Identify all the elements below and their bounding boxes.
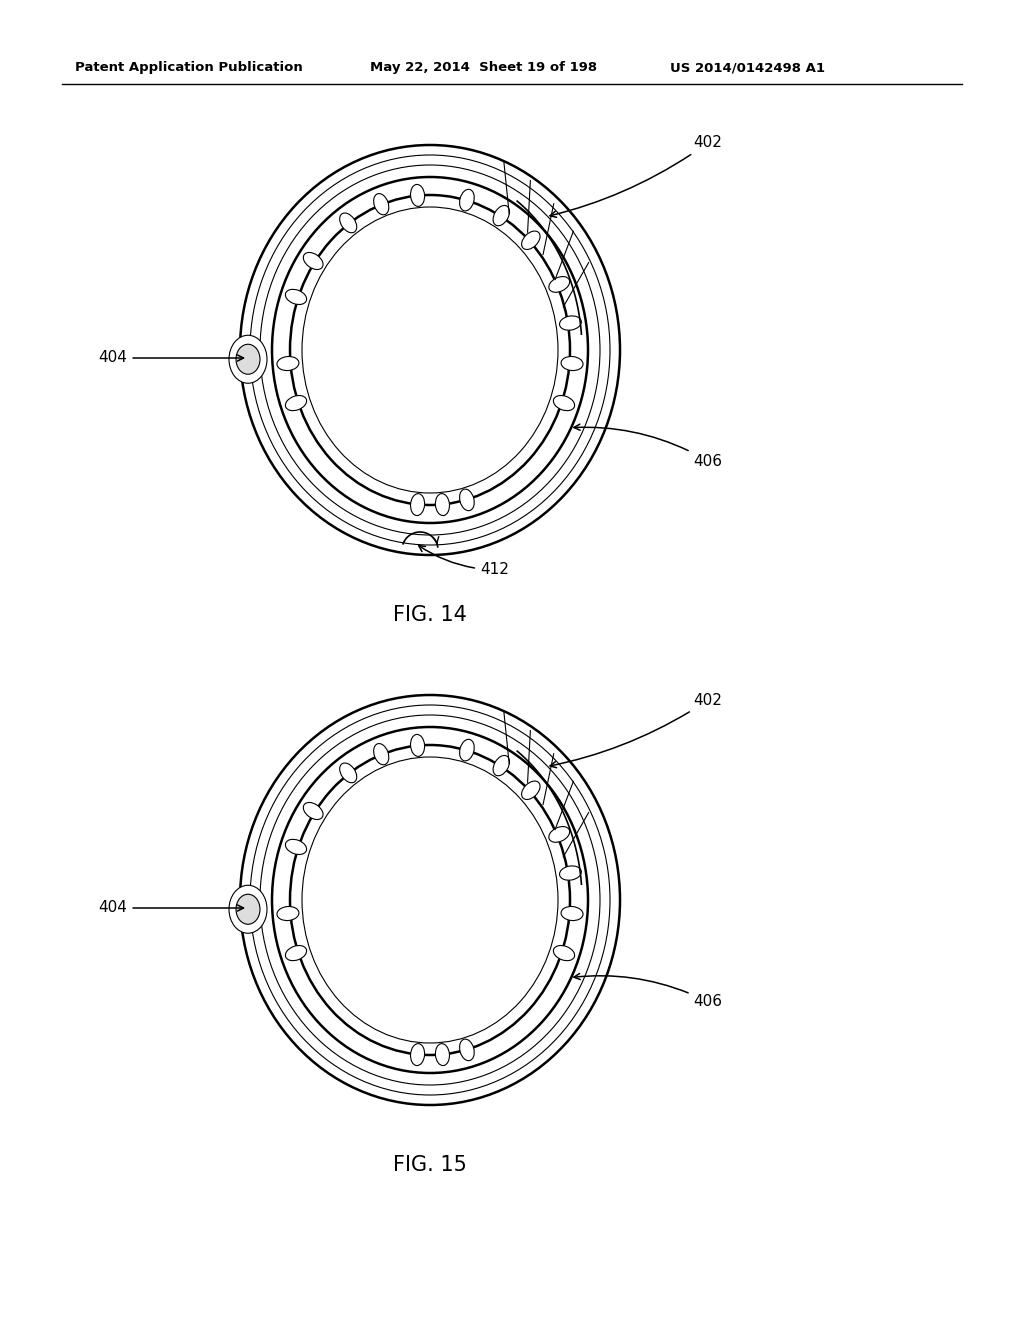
Ellipse shape xyxy=(411,1044,425,1065)
Text: 402: 402 xyxy=(550,135,722,218)
Text: FIG. 14: FIG. 14 xyxy=(393,605,467,624)
Ellipse shape xyxy=(460,739,474,760)
Ellipse shape xyxy=(303,803,323,820)
Ellipse shape xyxy=(521,781,540,800)
Ellipse shape xyxy=(290,744,570,1055)
Text: 412: 412 xyxy=(419,545,509,578)
Text: Patent Application Publication: Patent Application Publication xyxy=(75,62,303,74)
Ellipse shape xyxy=(286,289,306,305)
Ellipse shape xyxy=(559,866,582,880)
Text: FIG. 15: FIG. 15 xyxy=(393,1155,467,1175)
Ellipse shape xyxy=(374,194,389,215)
Ellipse shape xyxy=(494,206,510,226)
Ellipse shape xyxy=(236,894,260,924)
Ellipse shape xyxy=(290,744,570,1055)
Ellipse shape xyxy=(460,1039,474,1061)
Ellipse shape xyxy=(340,763,356,783)
Ellipse shape xyxy=(435,494,450,516)
Ellipse shape xyxy=(553,396,574,411)
Text: 406: 406 xyxy=(573,424,723,469)
Ellipse shape xyxy=(411,494,425,516)
Text: US 2014/0142498 A1: US 2014/0142498 A1 xyxy=(670,62,825,74)
Ellipse shape xyxy=(276,907,299,920)
Ellipse shape xyxy=(411,185,425,206)
Ellipse shape xyxy=(276,356,299,371)
Ellipse shape xyxy=(374,743,389,764)
Text: 404: 404 xyxy=(98,351,244,366)
Ellipse shape xyxy=(549,826,569,842)
Ellipse shape xyxy=(229,886,267,933)
Text: 406: 406 xyxy=(573,973,723,1010)
Ellipse shape xyxy=(290,195,570,506)
Ellipse shape xyxy=(286,396,306,411)
Ellipse shape xyxy=(238,143,622,557)
Ellipse shape xyxy=(229,335,267,383)
Text: 402: 402 xyxy=(550,693,722,768)
Ellipse shape xyxy=(553,945,574,961)
Ellipse shape xyxy=(435,1044,450,1065)
Text: 404: 404 xyxy=(98,900,244,916)
Ellipse shape xyxy=(561,356,583,371)
Ellipse shape xyxy=(411,734,425,756)
Ellipse shape xyxy=(494,755,510,776)
Ellipse shape xyxy=(460,490,474,511)
Ellipse shape xyxy=(238,693,622,1107)
Ellipse shape xyxy=(521,231,540,249)
Ellipse shape xyxy=(549,277,569,292)
Ellipse shape xyxy=(302,207,558,492)
Ellipse shape xyxy=(303,252,323,269)
Ellipse shape xyxy=(460,189,474,211)
Ellipse shape xyxy=(561,907,583,920)
Text: May 22, 2014  Sheet 19 of 198: May 22, 2014 Sheet 19 of 198 xyxy=(370,62,597,74)
Ellipse shape xyxy=(290,195,570,506)
Ellipse shape xyxy=(559,315,582,330)
Ellipse shape xyxy=(286,945,306,961)
Ellipse shape xyxy=(236,345,260,375)
Ellipse shape xyxy=(286,840,306,854)
Ellipse shape xyxy=(340,213,356,232)
Ellipse shape xyxy=(302,756,558,1043)
